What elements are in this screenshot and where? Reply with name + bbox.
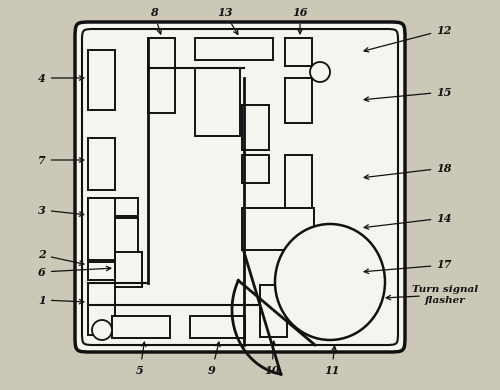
Text: 15: 15	[364, 87, 452, 101]
Text: 7: 7	[38, 154, 84, 165]
Bar	[242, 208, 314, 250]
Bar	[190, 316, 245, 338]
Bar	[88, 283, 115, 335]
Text: 11: 11	[324, 346, 340, 376]
Bar	[112, 316, 170, 338]
Ellipse shape	[275, 224, 385, 340]
Text: 12: 12	[364, 25, 452, 52]
Text: 14: 14	[364, 213, 452, 229]
Text: Turn signal
flasher: Turn signal flasher	[412, 285, 478, 305]
Text: 10: 10	[264, 341, 280, 376]
Bar	[195, 38, 273, 60]
Bar	[242, 155, 269, 183]
Circle shape	[310, 62, 330, 82]
Text: 4: 4	[38, 73, 84, 83]
Bar	[88, 138, 115, 190]
Bar	[195, 68, 240, 136]
Text: 16: 16	[292, 7, 308, 34]
Text: 13: 13	[217, 7, 238, 34]
Text: 8: 8	[150, 7, 162, 34]
Bar	[148, 38, 175, 113]
Text: 3: 3	[38, 204, 84, 216]
Text: 9: 9	[208, 342, 220, 376]
Bar	[88, 50, 115, 110]
PathPatch shape	[75, 22, 405, 352]
Text: 2: 2	[38, 250, 84, 265]
Text: 17: 17	[364, 259, 452, 273]
Bar	[285, 38, 312, 66]
Bar	[260, 285, 287, 337]
Bar	[285, 155, 312, 215]
Circle shape	[92, 320, 112, 340]
Bar	[88, 198, 138, 216]
Text: 1: 1	[38, 294, 84, 305]
Bar	[285, 258, 312, 313]
Bar	[88, 262, 115, 280]
Bar	[115, 252, 142, 287]
Bar	[285, 78, 312, 123]
Bar	[115, 218, 138, 260]
Bar	[88, 198, 115, 260]
Text: 6: 6	[38, 266, 111, 278]
Bar	[242, 105, 269, 150]
Text: 18: 18	[364, 163, 452, 179]
Text: 5: 5	[136, 342, 146, 376]
